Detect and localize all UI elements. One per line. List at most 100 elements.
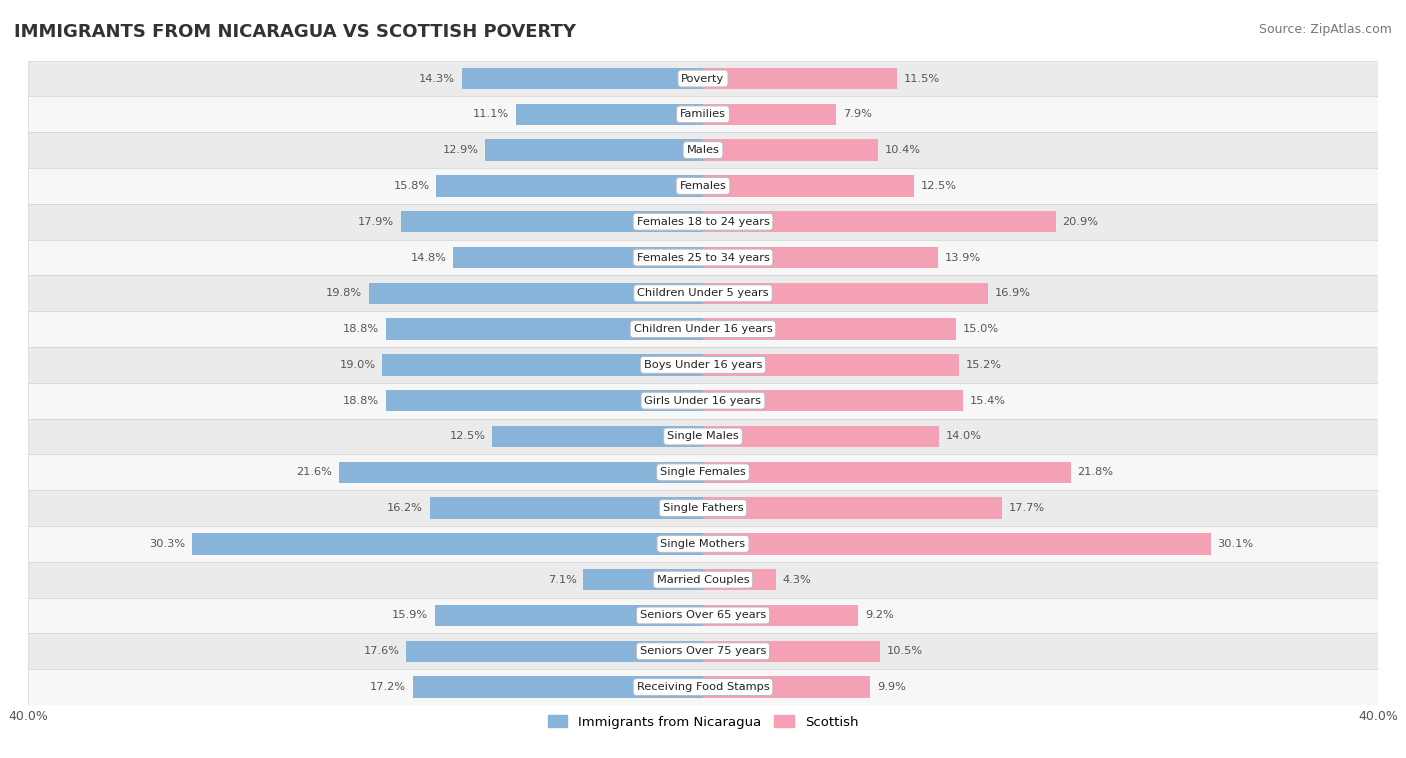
- Bar: [703, 104, 837, 125]
- Text: 15.8%: 15.8%: [394, 181, 430, 191]
- Bar: [703, 426, 939, 447]
- Bar: [28, 526, 1378, 562]
- Bar: [453, 247, 703, 268]
- Text: Married Couples: Married Couples: [657, 575, 749, 584]
- Text: Single Females: Single Females: [661, 467, 745, 478]
- Bar: [28, 168, 1378, 204]
- Bar: [28, 204, 1378, 240]
- Bar: [703, 497, 1001, 518]
- Bar: [703, 641, 880, 662]
- Bar: [28, 132, 1378, 168]
- Text: Source: ZipAtlas.com: Source: ZipAtlas.com: [1258, 23, 1392, 36]
- Bar: [339, 462, 703, 483]
- Text: 14.8%: 14.8%: [411, 252, 447, 262]
- Bar: [703, 676, 870, 698]
- Text: Single Fathers: Single Fathers: [662, 503, 744, 513]
- Text: 17.9%: 17.9%: [359, 217, 394, 227]
- Bar: [368, 283, 703, 304]
- Text: 15.0%: 15.0%: [963, 324, 998, 334]
- Bar: [485, 139, 703, 161]
- Text: 17.7%: 17.7%: [1008, 503, 1045, 513]
- Bar: [28, 347, 1378, 383]
- Text: Seniors Over 75 years: Seniors Over 75 years: [640, 647, 766, 656]
- Bar: [703, 533, 1211, 555]
- Text: 11.5%: 11.5%: [904, 74, 939, 83]
- Text: 17.6%: 17.6%: [363, 647, 399, 656]
- Text: 10.4%: 10.4%: [886, 145, 921, 155]
- Bar: [434, 605, 703, 626]
- Text: 30.3%: 30.3%: [149, 539, 186, 549]
- Bar: [461, 67, 703, 89]
- Text: Males: Males: [686, 145, 720, 155]
- Text: Poverty: Poverty: [682, 74, 724, 83]
- Text: 19.8%: 19.8%: [326, 288, 363, 299]
- Bar: [28, 61, 1378, 96]
- Text: 17.2%: 17.2%: [370, 682, 406, 692]
- Text: 21.6%: 21.6%: [295, 467, 332, 478]
- Legend: Immigrants from Nicaragua, Scottish: Immigrants from Nicaragua, Scottish: [543, 709, 863, 734]
- Bar: [516, 104, 703, 125]
- Bar: [28, 562, 1378, 597]
- Text: Seniors Over 65 years: Seniors Over 65 years: [640, 610, 766, 621]
- Text: 16.9%: 16.9%: [995, 288, 1031, 299]
- Text: Females 18 to 24 years: Females 18 to 24 years: [637, 217, 769, 227]
- Text: 14.3%: 14.3%: [419, 74, 456, 83]
- Text: 19.0%: 19.0%: [340, 360, 375, 370]
- Bar: [703, 247, 938, 268]
- Text: 30.1%: 30.1%: [1218, 539, 1254, 549]
- Text: Children Under 5 years: Children Under 5 years: [637, 288, 769, 299]
- Text: 9.2%: 9.2%: [865, 610, 894, 621]
- Bar: [413, 676, 703, 698]
- Bar: [401, 211, 703, 233]
- Bar: [703, 211, 1056, 233]
- Text: 12.5%: 12.5%: [921, 181, 956, 191]
- Text: 11.1%: 11.1%: [472, 109, 509, 119]
- Text: Boys Under 16 years: Boys Under 16 years: [644, 360, 762, 370]
- Bar: [703, 318, 956, 340]
- Bar: [385, 390, 703, 412]
- Text: 21.8%: 21.8%: [1077, 467, 1114, 478]
- Bar: [28, 597, 1378, 634]
- Text: Children Under 16 years: Children Under 16 years: [634, 324, 772, 334]
- Text: 13.9%: 13.9%: [945, 252, 980, 262]
- Bar: [492, 426, 703, 447]
- Text: 20.9%: 20.9%: [1063, 217, 1098, 227]
- Text: 15.9%: 15.9%: [392, 610, 427, 621]
- Text: 10.5%: 10.5%: [887, 647, 922, 656]
- Text: Receiving Food Stamps: Receiving Food Stamps: [637, 682, 769, 692]
- Bar: [28, 669, 1378, 705]
- Text: 18.8%: 18.8%: [343, 324, 380, 334]
- Bar: [703, 354, 959, 376]
- Text: 4.3%: 4.3%: [782, 575, 811, 584]
- Text: 18.8%: 18.8%: [343, 396, 380, 406]
- Bar: [703, 283, 988, 304]
- Bar: [406, 641, 703, 662]
- Text: Single Males: Single Males: [666, 431, 740, 441]
- Text: 16.2%: 16.2%: [387, 503, 423, 513]
- Bar: [382, 354, 703, 376]
- Bar: [583, 569, 703, 590]
- Bar: [28, 634, 1378, 669]
- Bar: [430, 497, 703, 518]
- Bar: [436, 175, 703, 196]
- Text: 12.5%: 12.5%: [450, 431, 485, 441]
- Bar: [191, 533, 703, 555]
- Text: Girls Under 16 years: Girls Under 16 years: [644, 396, 762, 406]
- Bar: [703, 569, 776, 590]
- Bar: [28, 490, 1378, 526]
- Bar: [703, 139, 879, 161]
- Text: 15.4%: 15.4%: [970, 396, 1005, 406]
- Bar: [703, 67, 897, 89]
- Text: Females: Females: [679, 181, 727, 191]
- Bar: [703, 462, 1071, 483]
- Text: 7.9%: 7.9%: [844, 109, 872, 119]
- Bar: [703, 605, 858, 626]
- Bar: [28, 312, 1378, 347]
- Bar: [28, 96, 1378, 132]
- Text: 9.9%: 9.9%: [877, 682, 905, 692]
- Bar: [703, 175, 914, 196]
- Text: Families: Families: [681, 109, 725, 119]
- Bar: [28, 275, 1378, 312]
- Bar: [28, 418, 1378, 454]
- Text: Single Mothers: Single Mothers: [661, 539, 745, 549]
